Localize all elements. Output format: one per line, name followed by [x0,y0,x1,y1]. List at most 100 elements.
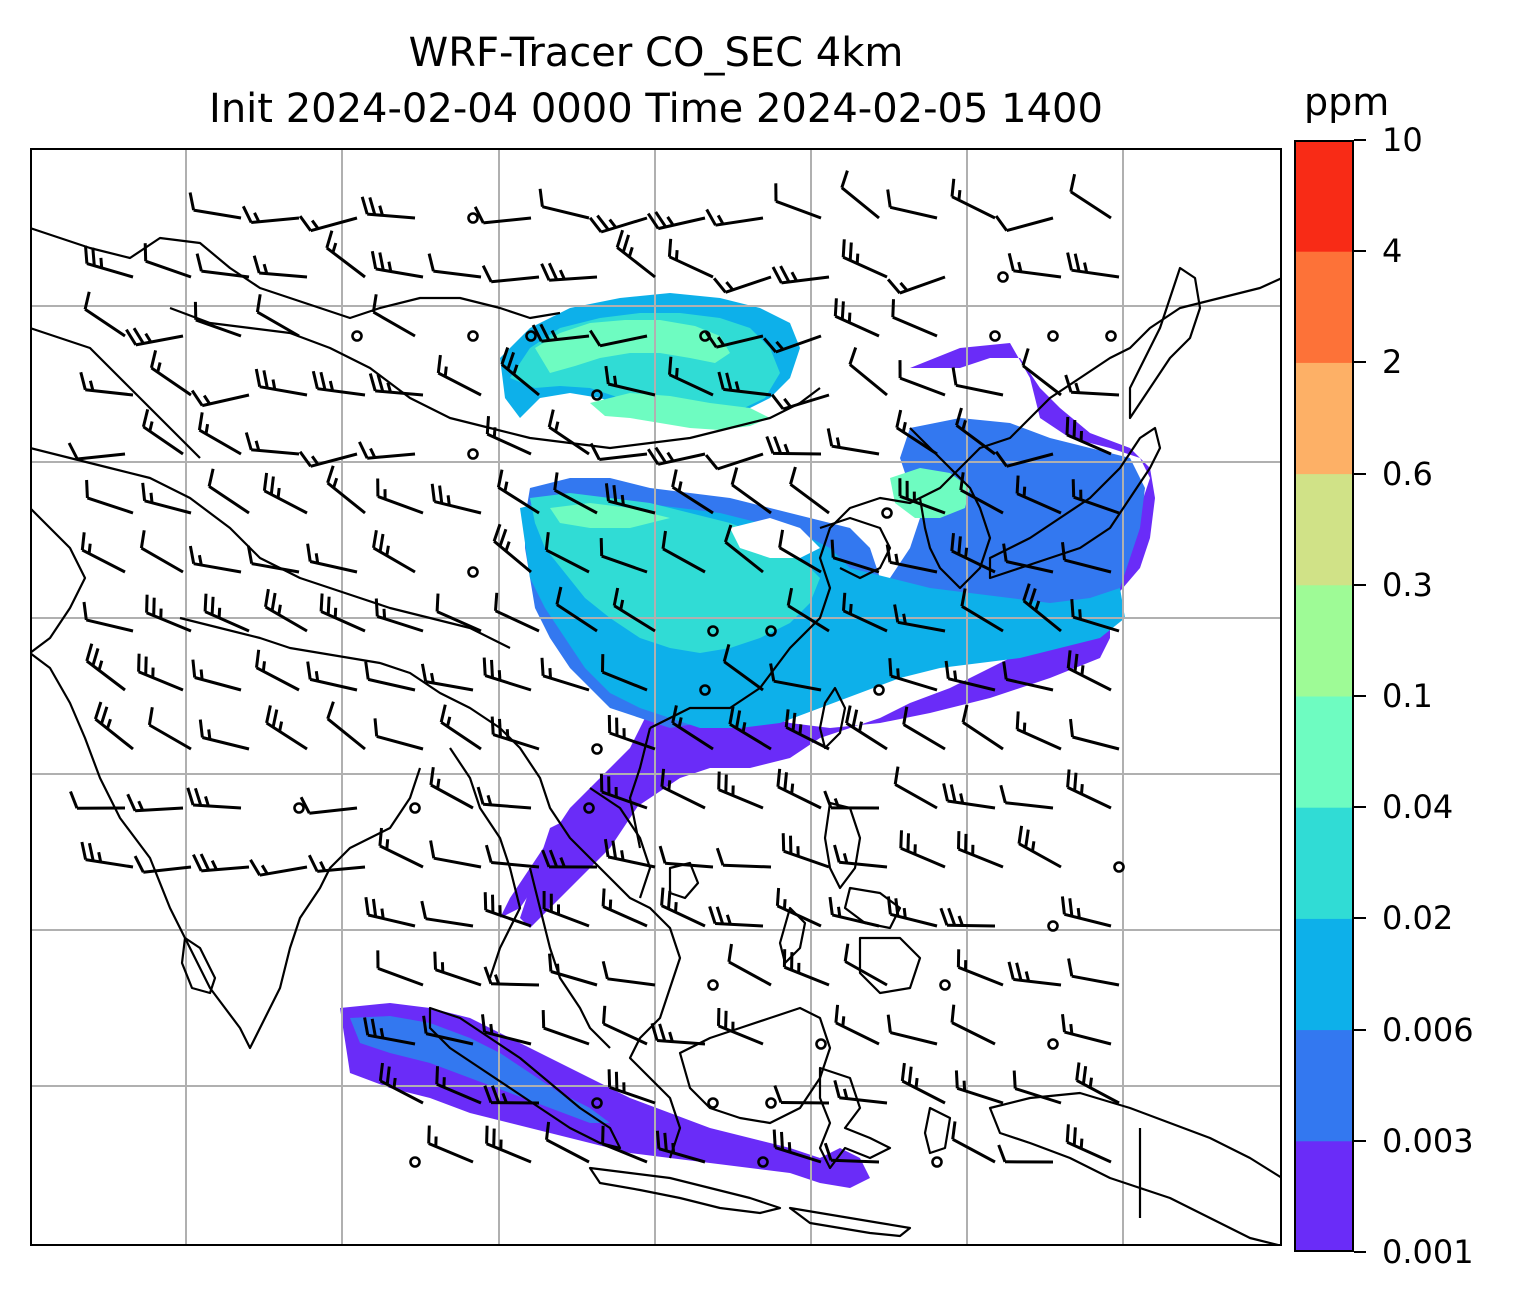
wind-barb-icon [358,441,416,460]
wind-barb-icon [723,524,764,574]
wind-barb-icon [1067,958,1120,987]
calm-circle-icon [815,1038,827,1050]
colorbar-unit: ppm [1304,80,1390,124]
colorbar-tick-label: 0.6 [1382,454,1433,493]
wind-barb-icon [149,350,192,397]
wind-barb-icon [786,587,830,633]
wind-barb-icon [265,705,308,751]
tracer-shading-region [550,503,670,528]
calm-circle-icon [467,448,479,460]
tracer-shading-region [520,738,690,928]
wind-barb-icon [541,1010,590,1046]
colorbar-tick-label: 0.003 [1382,1121,1474,1160]
wind-barb-icon [538,188,590,220]
wind-barb-icon [717,1007,764,1046]
wind-barb-icon [252,255,308,279]
wind-barb-icon [548,953,598,987]
wind-barb-icon [433,951,482,987]
wind-barb-icon [311,370,366,397]
map-frame [30,148,1282,1246]
colorbar-tick [1354,1251,1366,1253]
wind-barb-icon [1017,825,1062,869]
wind-barb-icon [828,896,880,928]
wind-barb-icon [1015,475,1062,515]
wind-barb-icon [473,206,532,225]
wind-barb-icon [186,787,242,810]
coastline-sulawesi [818,1066,892,1170]
wind-barb-icon [589,329,648,348]
coastline-mindanao [858,936,922,995]
wind-barb-icon [378,827,424,869]
chart-title: WRF-Tracer CO_SEC 4km [408,30,904,76]
wind-barb-icon [944,660,996,692]
calm-circle-icon [997,271,1009,283]
colorbar-tick [1354,806,1366,809]
wind-barb-icon [264,588,308,633]
wind-barb-icon [950,1004,996,1046]
border-west [30,507,87,654]
wind-barb-icon [599,773,648,810]
wind-barb-icon [833,298,880,338]
wind-barb-icon [137,653,184,692]
coastline-borneo [678,1006,832,1125]
wind-barb-icon [420,900,474,928]
wind-barb-icon [188,545,242,574]
colorbar-tick [1354,250,1366,253]
wind-barb-icon [994,215,1054,233]
colorbar-tick-label: 10 [1382,121,1423,159]
wind-barb-icon [364,896,416,928]
wind-barb-icon [540,657,590,692]
wind-barb-icon [490,716,540,751]
wind-barb-icon [885,544,938,574]
wind-barb-icon [435,593,482,633]
wind-barb-icon [717,771,764,810]
wind-barb-icon [843,943,888,987]
wind-barb-icon [778,529,822,574]
wind-barb-icon [80,841,134,869]
wind-barb-icon [483,1085,540,1105]
calm-circle-icon [707,979,719,991]
wind-barb-icon [705,208,764,227]
calm-circle-icon [1047,920,1059,932]
wind-barb-icon [647,446,706,466]
wind-barb-icon [773,1085,830,1105]
colorbar-tick-label: 0.04 [1382,788,1454,827]
coastline-japan-north [1128,266,1202,420]
border-kazakh [30,326,201,459]
border-vietnam [628,727,652,849]
coastline-korea [909,427,992,590]
coastlines [30,226,1282,1246]
wind-barb-icon [727,943,772,987]
colorbar-swatch [1294,584,1354,697]
wind-barb-icon [1065,1124,1112,1164]
wind-barb-icon [494,592,540,633]
wind-barb-icon [1002,543,1054,574]
wind-barb-icon [704,331,764,349]
wind-barb-icon [954,1070,1004,1105]
calm-circle-icon [931,1156,943,1168]
wind-barb-icon [326,701,366,751]
wind-barb-icon [298,450,358,468]
wind-barb-icon [776,768,822,810]
wind-barb-icon [891,299,938,338]
wind-barb-icon [960,588,1004,633]
wind-barb-icon [841,239,888,279]
wind-barb-icon [325,230,366,279]
wind-barb-icon [193,301,242,338]
calm-circle-icon [707,1097,719,1109]
wind-barb-icon [770,393,830,411]
wind-barb-icon [1075,1062,1120,1105]
wind-barb-icon [589,442,648,461]
colorbar-swatch [1294,362,1354,475]
calm-circle-icon [1105,330,1117,342]
wind-barb-icon [1064,374,1120,397]
wind-barb-icon [840,170,880,220]
wind-barb-icon [82,601,134,633]
border-burma [449,747,522,979]
wind-barb-icon [604,483,656,515]
border-central-asia [30,226,561,320]
wind-barb-icon [997,1144,1054,1164]
wind-barb-icon [1066,650,1112,692]
colorbar-tick [1354,361,1366,364]
wind-barb-icon [376,950,424,987]
